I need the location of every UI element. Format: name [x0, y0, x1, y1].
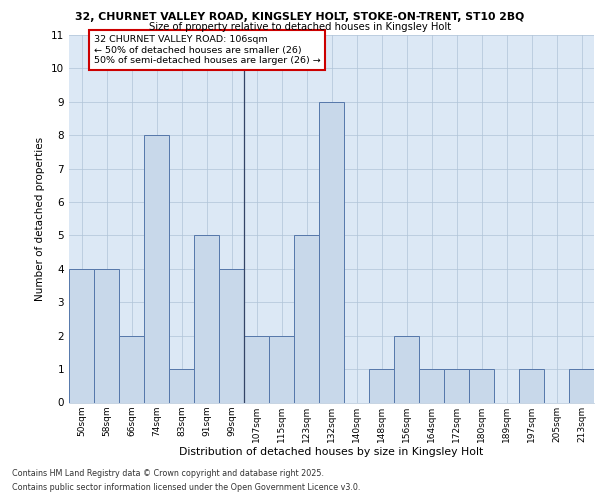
- Bar: [69, 269, 94, 402]
- Bar: [469, 369, 494, 402]
- Text: Size of property relative to detached houses in Kingsley Holt: Size of property relative to detached ho…: [149, 22, 451, 32]
- Bar: [119, 336, 144, 402]
- Bar: [169, 369, 194, 402]
- Bar: [419, 369, 444, 402]
- Bar: [219, 269, 244, 402]
- Bar: [369, 369, 394, 402]
- Bar: [269, 336, 294, 402]
- Bar: [319, 102, 344, 403]
- Text: 32, CHURNET VALLEY ROAD, KINGSLEY HOLT, STOKE-ON-TRENT, ST10 2BQ: 32, CHURNET VALLEY ROAD, KINGSLEY HOLT, …: [76, 12, 524, 22]
- Bar: [194, 236, 219, 402]
- Bar: [394, 336, 419, 402]
- Text: Contains HM Land Registry data © Crown copyright and database right 2025.: Contains HM Land Registry data © Crown c…: [12, 468, 324, 477]
- Bar: [444, 369, 469, 402]
- Bar: [569, 369, 594, 402]
- X-axis label: Distribution of detached houses by size in Kingsley Holt: Distribution of detached houses by size …: [179, 447, 484, 457]
- Bar: [244, 336, 269, 402]
- Bar: [294, 236, 319, 402]
- Y-axis label: Number of detached properties: Number of detached properties: [35, 136, 46, 301]
- Bar: [144, 135, 169, 402]
- Bar: [94, 269, 119, 402]
- Text: 32 CHURNET VALLEY ROAD: 106sqm
← 50% of detached houses are smaller (26)
50% of : 32 CHURNET VALLEY ROAD: 106sqm ← 50% of …: [94, 35, 321, 65]
- Text: Contains public sector information licensed under the Open Government Licence v3: Contains public sector information licen…: [12, 484, 361, 492]
- Bar: [519, 369, 544, 402]
